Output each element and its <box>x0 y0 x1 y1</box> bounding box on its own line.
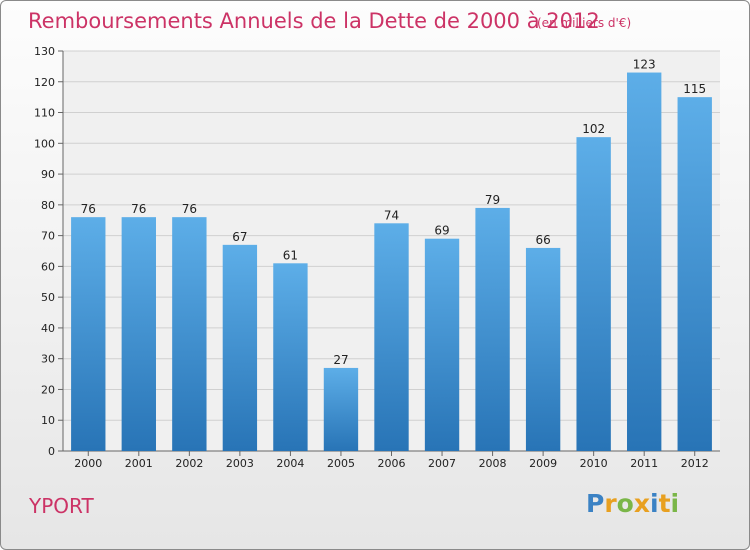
y-tick-label: 40 <box>41 322 55 335</box>
y-tick-label: 30 <box>41 353 55 366</box>
logo-letter: i <box>650 489 659 518</box>
chart-title: Remboursements Annuels de la Dette de 20… <box>28 9 600 33</box>
logo-letter: o <box>616 489 634 518</box>
bar-value-label: 74 <box>384 208 399 222</box>
x-tick-label: 2011 <box>630 457 658 470</box>
x-tick-label: 2000 <box>74 457 102 470</box>
bar <box>677 97 712 452</box>
x-tick-label: 2001 <box>125 457 153 470</box>
chart-subtitle: (en milliers d'€) <box>537 16 632 30</box>
y-tick-label: 60 <box>41 260 55 273</box>
bar-value-label: 76 <box>182 202 197 216</box>
bar-value-label: 61 <box>283 248 298 262</box>
y-tick-label: 100 <box>34 137 55 150</box>
x-tick-label: 2003 <box>226 457 254 470</box>
x-tick-label: 2012 <box>681 457 709 470</box>
logo-letter: r <box>604 489 617 518</box>
bar-value-label: 69 <box>434 224 449 238</box>
logo-letter: x <box>633 489 650 518</box>
x-tick-label: 2009 <box>529 457 557 470</box>
bar <box>323 367 359 451</box>
x-tick-label: 2005 <box>327 457 355 470</box>
bar <box>71 217 106 451</box>
x-tick-label: 2004 <box>276 457 304 470</box>
y-tick-label: 10 <box>41 414 55 427</box>
brand-logo: Proxiti <box>586 489 679 518</box>
y-tick-label: 20 <box>41 383 55 396</box>
bar-value-label: 76 <box>131 202 146 216</box>
x-tick-label: 2006 <box>378 457 406 470</box>
bar <box>273 263 308 451</box>
bar <box>374 223 409 451</box>
y-tick-label: 130 <box>34 45 55 58</box>
bar <box>424 238 460 451</box>
y-tick-label: 90 <box>41 168 55 181</box>
bar-value-label: 27 <box>333 353 348 367</box>
bar-value-label: 115 <box>683 82 706 96</box>
y-tick-label: 80 <box>41 199 55 212</box>
x-tick-label: 2007 <box>428 457 456 470</box>
bar <box>576 137 611 451</box>
bar <box>222 244 258 451</box>
x-tick-label: 2010 <box>580 457 608 470</box>
bar <box>525 247 561 451</box>
y-tick-label: 50 <box>41 291 55 304</box>
bar-value-label: 79 <box>485 193 500 207</box>
bar-value-label: 67 <box>232 230 247 244</box>
y-tick-label: 120 <box>34 76 55 89</box>
y-tick-label: 0 <box>48 445 55 458</box>
y-tick-label: 70 <box>41 230 55 243</box>
bar <box>627 72 662 452</box>
logo-letter: P <box>586 489 605 518</box>
place-name: YPORT <box>29 494 94 518</box>
bar <box>121 217 156 451</box>
bar <box>475 207 510 451</box>
x-tick-label: 2002 <box>175 457 203 470</box>
bar-value-label: 76 <box>81 202 96 216</box>
logo-letter: i <box>670 489 680 518</box>
y-tick-label: 110 <box>34 107 55 120</box>
bar-value-label: 102 <box>582 122 605 136</box>
logo-letter: t <box>658 489 671 518</box>
bar <box>172 217 207 451</box>
bar-value-label: 123 <box>633 58 656 72</box>
bar-value-label: 66 <box>535 233 550 247</box>
x-tick-label: 2008 <box>479 457 507 470</box>
